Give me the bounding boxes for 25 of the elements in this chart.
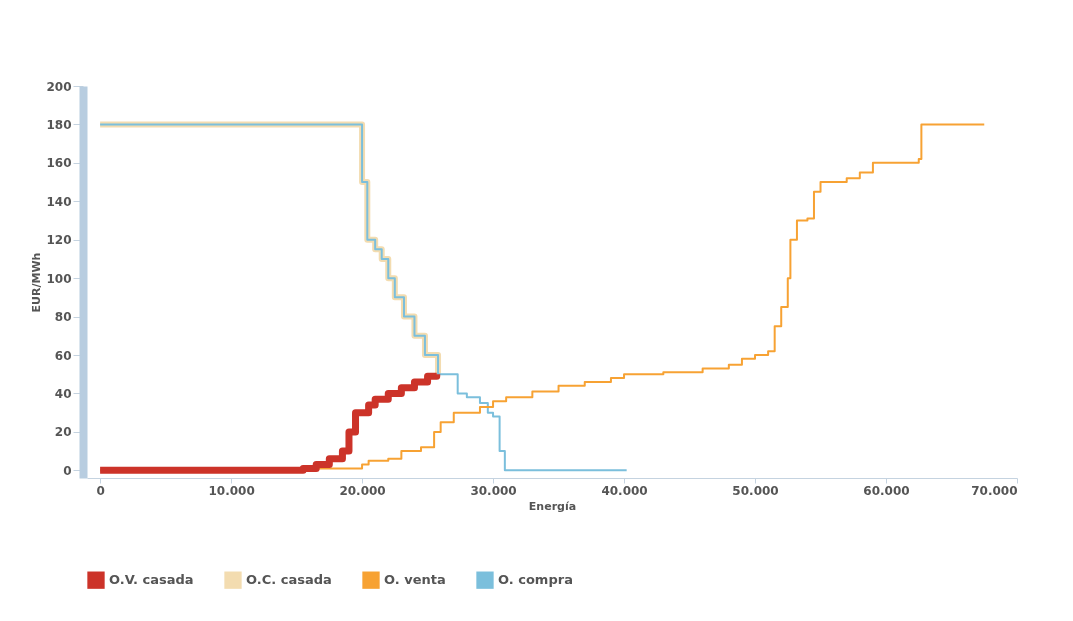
legend-label: O. compra (498, 572, 573, 588)
y-tick-label: 100 (46, 271, 72, 286)
legend-label: O.C. casada (246, 572, 332, 588)
x-tick-label: 20.000 (339, 483, 386, 498)
x-tick-label: 0 (96, 483, 105, 498)
y-tick-label: 60 (54, 348, 72, 363)
y-tick-label: 40 (54, 386, 72, 401)
x-tick-label: 50.000 (732, 483, 779, 498)
x-tick-label: 60.000 (863, 483, 910, 498)
legend-label: O.V. casada (109, 572, 194, 588)
y-tick-label: 20 (54, 425, 72, 440)
legend-label: O. venta (384, 572, 446, 588)
y-tick-label: 0 (63, 463, 72, 478)
y-tick-label: 200 (46, 79, 72, 94)
y-tick-label: 180 (46, 117, 72, 132)
x-tick-label: 70.000 (971, 483, 1018, 498)
x-tick-label: 30.000 (470, 483, 517, 498)
y-axis-title: EUR/MWh (30, 252, 44, 313)
x-axis-title: Energía (528, 499, 577, 513)
y-tick-label: 120 (46, 233, 72, 248)
y-tick-label: 140 (46, 194, 72, 209)
y-tick-label: 80 (54, 310, 72, 325)
x-tick-label: 10.000 (208, 483, 255, 498)
x-tick-label: 40.000 (601, 483, 648, 498)
y-tick-label: 160 (46, 156, 72, 171)
